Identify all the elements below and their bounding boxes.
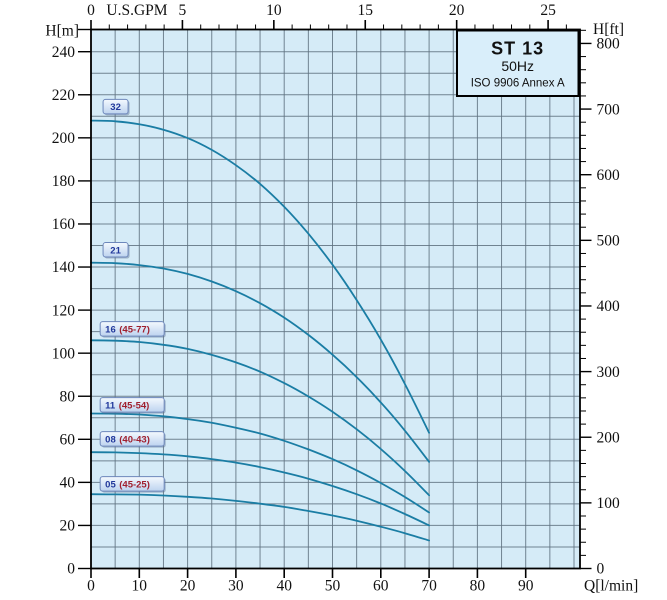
right-tick-label: 700 [597, 101, 621, 118]
left-tick-label: 180 [52, 173, 76, 190]
plot-background [91, 29, 580, 569]
curve-label-text: 11 (45-54) [105, 400, 149, 411]
bottom-tick-label: 60 [373, 578, 389, 595]
right-tick-label: 200 [597, 429, 621, 446]
curve-label-21: 21 [102, 242, 130, 259]
bottom-tick-label: 0 [87, 578, 95, 595]
left-axis-title: H[m] [45, 23, 79, 40]
top-tick-label: 5 [179, 2, 187, 19]
top-axis-title: U.S.GPM [106, 2, 167, 19]
left-tick-label: 240 [52, 44, 76, 61]
right-tick-label: 0 [597, 561, 605, 578]
left-tick-label: 220 [52, 87, 76, 104]
right-axis-title: H[ft] [593, 21, 624, 38]
bottom-axis-title: Q[l/min] [584, 578, 638, 595]
right-tick-label: 100 [597, 495, 621, 512]
title-box: ST 13 50Hz ISO 9906 Annex A [456, 29, 580, 97]
right-tick-label: 600 [597, 167, 621, 184]
curve-label-box [102, 242, 129, 258]
curve-label-08: 08 (40-43) [99, 431, 166, 448]
curve-label-text: 21 [110, 245, 121, 256]
curve-label-box [99, 431, 165, 447]
bottom-tick-label: 90 [518, 578, 534, 595]
pump-curve-21 [90, 261, 430, 463]
right-tick-label: 300 [597, 364, 621, 381]
pump-curve-08 [90, 451, 430, 527]
left-tick-label: 140 [52, 259, 76, 276]
top-tick-label: 20 [449, 2, 465, 19]
left-tick-label: 40 [60, 475, 76, 492]
curve-label-box [99, 476, 165, 492]
curve-label-text: 05 (45-25) [105, 479, 150, 490]
pump-curve-11 [90, 412, 430, 514]
curve-label-text: 32 [110, 102, 121, 113]
plot-area [91, 29, 580, 569]
bottom-tick-label: 30 [228, 578, 244, 595]
top-tick-label: 0 [87, 2, 95, 19]
title-box-frame [456, 29, 580, 97]
bottom-tick-label: 10 [132, 578, 148, 595]
top-tick-label: 25 [540, 2, 556, 19]
curve-label-box [99, 321, 165, 337]
pump-frequency: 50Hz [501, 58, 534, 74]
curve-label-11: 11 (45-54) [99, 397, 166, 414]
curve-labels: 32 21 16 (45-77) 11 (45-54) 08 (40-43) 05 (45-25) [99, 98, 166, 493]
axis-tick-labels: 0204060801001201401601802002202400100200… [52, 2, 620, 595]
curve-label-text: 16 (45-77) [105, 324, 150, 335]
pump-model: ST 13 [491, 39, 544, 59]
left-tick-label: 160 [52, 216, 76, 233]
bottom-tick-label: 50 [325, 578, 341, 595]
pump-curves [90, 119, 430, 542]
bottom-tick-label: 80 [470, 578, 486, 595]
bottom-tick-label: 40 [276, 578, 292, 595]
curve-label-16: 16 (45-77) [99, 321, 166, 338]
left-tick-label: 120 [52, 302, 76, 319]
top-tick-label: 15 [358, 2, 374, 19]
curve-label-box [99, 397, 165, 413]
pump-curve-16 [90, 339, 430, 497]
curve-label-05: 05 (45-25) [99, 476, 166, 493]
top-tick-label: 10 [266, 2, 282, 19]
axis-ticks [78, 20, 592, 578]
right-tick-label: 500 [597, 233, 621, 250]
bottom-tick-label: 20 [180, 578, 196, 595]
bottom-tick-label: 70 [421, 578, 437, 595]
curve-label-text: 08 (40-43) [105, 434, 150, 445]
pump-standard: ISO 9906 Annex A [471, 78, 565, 90]
curve-label-box [102, 98, 129, 115]
right-tick-label: 800 [597, 36, 621, 53]
pump-curve-32 [90, 119, 430, 434]
left-tick-label: 80 [60, 388, 76, 405]
curve-label-32: 32 [102, 98, 130, 116]
left-tick-label: 100 [52, 345, 76, 362]
left-tick-label: 20 [60, 518, 76, 535]
left-tick-label: 200 [52, 130, 76, 147]
left-tick-label: 0 [67, 561, 75, 578]
left-tick-label: 60 [60, 432, 76, 449]
plot-border [90, 28, 581, 570]
pump-curve-05 [90, 493, 430, 542]
right-tick-label: 400 [597, 298, 621, 315]
